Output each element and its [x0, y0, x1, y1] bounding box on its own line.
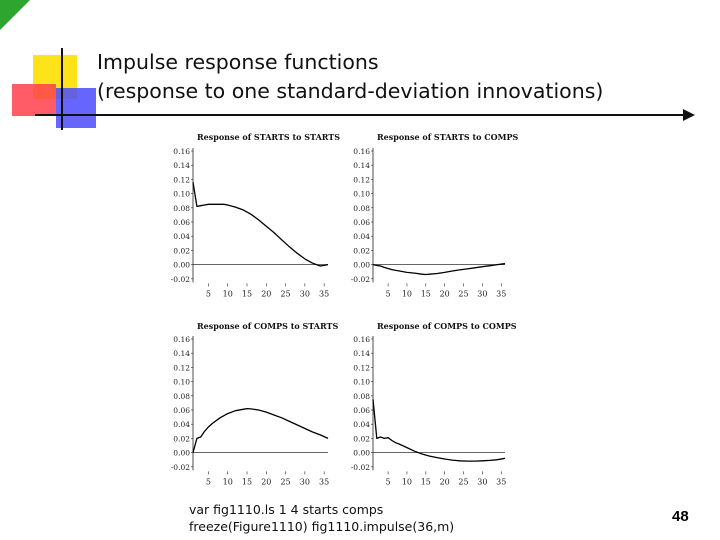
panel-2-ytick-label-1: 0.14: [353, 161, 370, 170]
arrow-head-icon: [683, 109, 695, 121]
panel-1-xtick-label-2: 15: [242, 289, 252, 298]
panel-2-xtick-label-6: 35: [496, 289, 506, 298]
panel-4-ytick-label-4: 0.08: [353, 392, 370, 401]
panel-3-xtick-label-6: 35: [319, 477, 329, 486]
panel-4-xtick-label-4: 25: [458, 477, 468, 486]
panel-4-ytick-label-6: 0.04: [353, 420, 370, 429]
panel-3-ytick-label-9: -0.02: [171, 463, 190, 472]
panel-3-response-line: [192, 407, 329, 453]
slide-title-line-2: (response to one standard-deviation inno…: [97, 79, 604, 103]
panel-1-xtick-label-4: 25: [280, 289, 290, 298]
panel-3-xtick-label-0: 5: [206, 477, 211, 486]
panel-2-ytick-label-2: 0.12: [353, 175, 370, 184]
panel-3-ytick-label-7: 0.02: [173, 434, 190, 443]
panel-1-xtick-label-1: 10: [223, 289, 233, 298]
panel-1-ytick-label-8: 0.00: [173, 261, 190, 270]
panel-4-ytick-label-7: 0.02: [353, 434, 370, 443]
panel-3-xtick-label-5: 30: [300, 477, 310, 486]
panel-4-title: Response of COMPS to COMPS: [377, 321, 517, 331]
panel-4-ytick-label-1: 0.14: [353, 349, 370, 358]
page-number: 48: [672, 508, 689, 525]
panel-1-ytick-label-1: 0.14: [173, 161, 190, 170]
panel-3-title: Response of COMPS to STARTS: [197, 321, 338, 331]
panel-4-ytick-label-2: 0.12: [353, 363, 370, 372]
panel-4-ytick-label-3: 0.10: [353, 378, 370, 387]
panel-4-ytick-label-9: -0.02: [351, 463, 370, 472]
command-line-2: freeze(Figure1110) fig1110.impulse(36,m): [189, 519, 455, 534]
panel-3-ytick-label-6: 0.04: [173, 420, 190, 429]
slide-title-line-1: Impulse response functions: [97, 50, 379, 74]
panel-2-ytick-label-9: -0.02: [351, 275, 370, 284]
panel-2-response-line: [372, 262, 506, 276]
panel-3-ytick-label-2: 0.12: [173, 363, 190, 372]
panel-2-ytick-label-6: 0.04: [353, 232, 370, 241]
panel-1-title: Response of STARTS to STARTS: [197, 132, 340, 142]
panel-4-xtick-label-6: 35: [496, 477, 506, 486]
horizontal-accent-line: [35, 114, 685, 116]
panel-1-ytick-label-3: 0.10: [173, 190, 190, 199]
panel-3-ytick-label-0: 0.16: [173, 335, 190, 344]
panel-4-xtick-label-0: 5: [386, 477, 391, 486]
panel-4-xtick-label-1: 10: [402, 477, 412, 486]
panel-2-xtick-label-4: 25: [458, 289, 468, 298]
panel-4-xtick-label-3: 20: [440, 477, 450, 486]
panel-4-xtick-label-2: 15: [421, 477, 431, 486]
panel-3-xtick-label-2: 15: [242, 477, 252, 486]
panel-2-title: Response of STARTS to COMPS: [377, 132, 518, 142]
panel-1-ytick-label-4: 0.08: [173, 204, 190, 213]
panel-3-xtick-label-1: 10: [223, 477, 233, 486]
panel-4-response-line: [372, 399, 506, 462]
panel-2-xtick-label-1: 10: [402, 289, 412, 298]
panel-4-ytick-label-0: 0.16: [353, 335, 370, 344]
vertical-accent-line: [61, 48, 63, 130]
panel-2-xtick-label-0: 5: [386, 289, 391, 298]
panel-2-ytick-label-7: 0.02: [353, 246, 370, 255]
panel-2-xtick-label-3: 20: [440, 289, 450, 298]
panel-2-ytick-label-4: 0.08: [353, 204, 370, 213]
panel-4-xtick-label-5: 30: [477, 477, 487, 486]
panel-3-ytick-label-1: 0.14: [173, 349, 190, 358]
red-square-decoration: [12, 84, 56, 116]
eviews-command-text: var fig1110.ls 1 4 starts comps freeze(F…: [189, 501, 454, 535]
panel-3-ytick-label-4: 0.08: [173, 392, 190, 401]
panel-2-xtick-label-2: 15: [421, 289, 431, 298]
panel-1-xtick-label-6: 35: [319, 289, 329, 298]
slide-title: Impulse response functions (response to …: [97, 48, 697, 106]
panel-1-response-line: [192, 182, 329, 267]
corner-triangle-decoration: [0, 0, 30, 30]
panel-1-ytick-label-2: 0.12: [173, 175, 190, 184]
panel-2-ytick-label-0: 0.16: [353, 147, 370, 156]
panel-3-ytick-label-8: 0.00: [173, 449, 190, 458]
panel-3-xtick-label-3: 20: [261, 477, 271, 486]
panel-1-xtick-label-5: 30: [300, 289, 310, 298]
panel-3-xtick-label-4: 25: [280, 477, 290, 486]
panel-1-xtick-label-3: 20: [261, 289, 271, 298]
panel-1-ytick-label-9: -0.02: [171, 275, 190, 284]
panel-1-ytick-label-6: 0.04: [173, 232, 190, 241]
panel-1-ytick-label-5: 0.06: [173, 218, 190, 227]
panel-1-ytick-label-7: 0.02: [173, 246, 190, 255]
panel-2-ytick-label-8: 0.00: [353, 261, 370, 270]
panel-2-ytick-label-3: 0.10: [353, 190, 370, 199]
panel-3-ytick-label-5: 0.06: [173, 406, 190, 415]
command-line-1: var fig1110.ls 1 4 starts comps: [189, 502, 384, 517]
panel-4-ytick-label-8: 0.00: [353, 449, 370, 458]
panel-2-ytick-label-5: 0.06: [353, 218, 370, 227]
panel-4-ytick-label-5: 0.06: [353, 406, 370, 415]
panel-2-xtick-label-5: 30: [477, 289, 487, 298]
panel-3-ytick-label-3: 0.10: [173, 378, 190, 387]
panel-1-ytick-label-0: 0.16: [173, 147, 190, 156]
panel-1-xtick-label-0: 5: [206, 289, 211, 298]
